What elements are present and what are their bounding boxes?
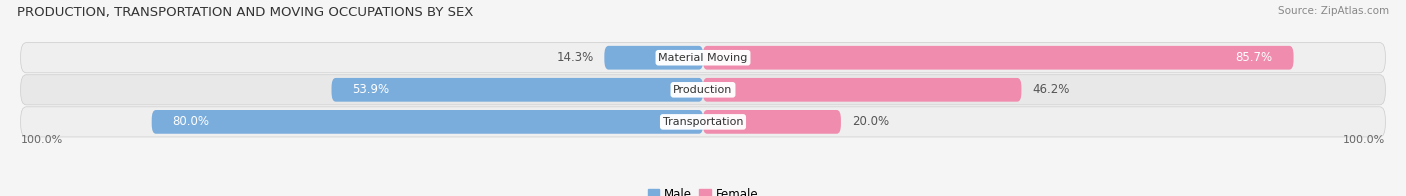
FancyBboxPatch shape bbox=[703, 110, 841, 134]
Text: Transportation: Transportation bbox=[662, 117, 744, 127]
FancyBboxPatch shape bbox=[21, 43, 1385, 73]
Text: 100.0%: 100.0% bbox=[1343, 135, 1385, 145]
FancyBboxPatch shape bbox=[605, 46, 703, 70]
Text: 14.3%: 14.3% bbox=[557, 51, 593, 64]
FancyBboxPatch shape bbox=[21, 75, 1385, 105]
Text: 100.0%: 100.0% bbox=[21, 135, 63, 145]
Text: 20.0%: 20.0% bbox=[852, 115, 889, 128]
Text: PRODUCTION, TRANSPORTATION AND MOVING OCCUPATIONS BY SEX: PRODUCTION, TRANSPORTATION AND MOVING OC… bbox=[17, 6, 474, 19]
FancyBboxPatch shape bbox=[703, 46, 1294, 70]
Text: 46.2%: 46.2% bbox=[1032, 83, 1070, 96]
FancyBboxPatch shape bbox=[21, 107, 1385, 137]
FancyBboxPatch shape bbox=[152, 110, 703, 134]
Text: Material Moving: Material Moving bbox=[658, 53, 748, 63]
FancyBboxPatch shape bbox=[332, 78, 703, 102]
Legend: Male, Female: Male, Female bbox=[648, 188, 758, 196]
Text: 53.9%: 53.9% bbox=[353, 83, 389, 96]
Text: Source: ZipAtlas.com: Source: ZipAtlas.com bbox=[1278, 6, 1389, 16]
Text: 80.0%: 80.0% bbox=[173, 115, 209, 128]
FancyBboxPatch shape bbox=[703, 78, 1021, 102]
Text: 85.7%: 85.7% bbox=[1236, 51, 1272, 64]
Text: Production: Production bbox=[673, 85, 733, 95]
